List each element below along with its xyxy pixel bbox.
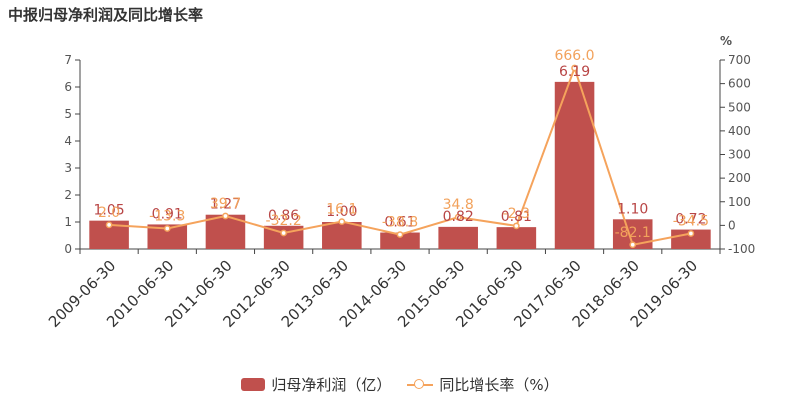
y-left-tick-label: 7 bbox=[64, 53, 72, 67]
rate-point bbox=[280, 229, 287, 237]
axes: 01234567-1000100200300400500600700%2009-… bbox=[45, 34, 755, 331]
y-right-tick-label: 300 bbox=[728, 148, 751, 162]
rate-data-label: -82.1 bbox=[615, 225, 651, 241]
y-right-unit-label: % bbox=[720, 34, 732, 48]
rate-data-label: -32.2 bbox=[266, 213, 302, 229]
bar-data-label: 1.27 bbox=[210, 197, 241, 213]
rate-data-label: -38.8 bbox=[382, 215, 418, 231]
legend-label-profit: 归母净利润（亿） bbox=[271, 376, 392, 394]
legend-item-profit[interactable]: 归母净利润（亿） bbox=[241, 374, 391, 395]
legend-bar-swatch bbox=[241, 378, 266, 391]
y-right-tick-label: 200 bbox=[728, 171, 751, 185]
rate-data-label: 34.8 bbox=[443, 197, 474, 213]
rate-data-label: 16.1 bbox=[326, 202, 357, 218]
chart-title: 中报归母净利润及同比增长率 bbox=[8, 6, 204, 24]
bar-data-label: 1.10 bbox=[617, 201, 648, 217]
rate-point bbox=[513, 222, 520, 230]
bar bbox=[438, 226, 478, 249]
line-series bbox=[105, 64, 695, 249]
legend: 归母净利润（亿） 同比增长率（%） bbox=[0, 374, 800, 395]
y-right-tick-label: 400 bbox=[728, 124, 751, 138]
bar-data-label: 6.19 bbox=[559, 64, 590, 80]
bar-data-label: 0.82 bbox=[443, 209, 474, 225]
bar-data-label: 0.81 bbox=[501, 209, 532, 225]
bar-data-label: 0.72 bbox=[675, 212, 706, 228]
legend-item-rate[interactable]: 同比增长率（%） bbox=[407, 374, 559, 395]
bar-data-label: 1.00 bbox=[326, 204, 357, 220]
y-left-tick-label: 3 bbox=[64, 161, 72, 175]
y-left-tick-label: 6 bbox=[64, 80, 72, 94]
legend-line-swatch bbox=[407, 378, 434, 392]
rate-data-label: -34.5 bbox=[673, 214, 709, 230]
rate-point bbox=[629, 241, 637, 249]
rate-data-label: -13.3 bbox=[149, 209, 185, 225]
data-labels: 1.05 0.91 1.27 0.86 1.00 0.61 0.82 0.81 6.19 1.10… bbox=[94, 48, 710, 241]
rate-point bbox=[571, 64, 578, 72]
legend-label-rate: 同比增长率（%） bbox=[439, 376, 559, 394]
rate-point bbox=[396, 231, 404, 238]
y-left-tick-label: 4 bbox=[64, 134, 72, 148]
rate-data-label: 666.0 bbox=[554, 48, 594, 64]
y-right-tick-label: 600 bbox=[728, 77, 751, 91]
y-right-tick-label: 700 bbox=[728, 53, 751, 67]
bar-data-label: 0.86 bbox=[268, 208, 299, 224]
bar bbox=[380, 232, 420, 249]
rate-data-label: 39.7 bbox=[210, 196, 241, 212]
y-right-tick-label: 100 bbox=[728, 195, 751, 209]
y-left-tick-label: 0 bbox=[64, 242, 72, 256]
rate-point bbox=[454, 213, 462, 221]
bar-data-label: 0.91 bbox=[152, 206, 183, 222]
rate-point bbox=[163, 225, 171, 232]
rate-point bbox=[687, 230, 695, 237]
y-right-tick-label: 0 bbox=[728, 218, 736, 232]
rate-point bbox=[105, 221, 113, 229]
rate-data-label: -2.3 bbox=[503, 206, 530, 222]
bar-data-label: 0.61 bbox=[384, 215, 415, 231]
y-left-tick-label: 1 bbox=[64, 215, 72, 229]
y-right-tick-label: -100 bbox=[728, 242, 755, 256]
rate-data-label: 2.0 bbox=[98, 205, 120, 221]
rate-point bbox=[222, 212, 229, 220]
bar-data-label: 1.05 bbox=[94, 203, 125, 219]
bar bbox=[322, 222, 362, 249]
y-right-tick-label: 500 bbox=[728, 100, 751, 114]
y-left-tick-label: 2 bbox=[64, 188, 72, 202]
bar bbox=[496, 227, 537, 249]
rate-point bbox=[338, 218, 346, 225]
y-left-tick-label: 5 bbox=[64, 107, 72, 121]
